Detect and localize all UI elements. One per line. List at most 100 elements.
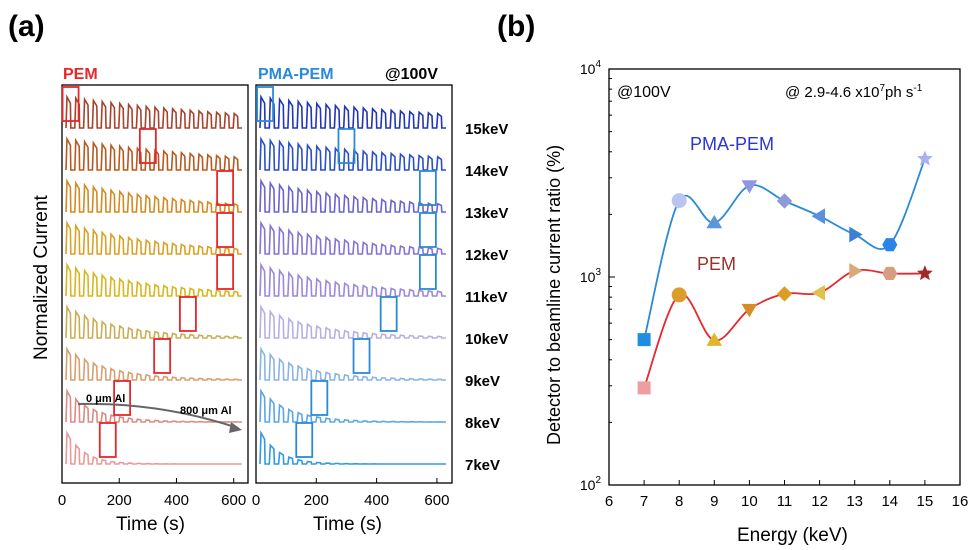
data-point [917,150,933,166]
x-tick-label: 400 [164,492,189,509]
panel-b-markers [637,150,933,395]
pma-pem-curve [643,158,926,340]
pem-marker-box [138,128,157,164]
energy-label: 9keV [465,373,500,390]
data-point [776,193,793,209]
energy-label: 11keV [465,289,508,306]
energy-label: 10keV [465,331,508,348]
x-tick-label: 16 [952,493,969,510]
energy-label: 12keV [465,247,508,264]
x-tick-label: 200 [304,492,329,509]
data-point [882,238,898,252]
pma-pem-trace [259,220,446,255]
pma-pem-trace [259,262,446,297]
pem-xlabel: Time (s) [116,514,185,535]
pem-trace [65,136,242,171]
data-point [706,332,723,346]
pma-pem-trace [259,178,446,213]
energy-label: 7keV [465,457,500,474]
pma-pem-marker-box [310,380,329,416]
pem-trace [65,178,242,213]
data-point [849,226,863,243]
pma-pem-marker-box [379,296,398,332]
x-tick-label: 13 [846,493,863,510]
pem-marker-box [216,170,235,206]
x-tick-label: 11 [777,493,793,510]
x-tick-label: 14 [881,493,898,510]
pma-pem-marker-box [352,338,371,374]
energy-label: 13keV [465,205,508,222]
panel-a-x-ticks: 0 200 400 600 0 200 400 600 [58,478,449,509]
energy-labels: 15keV 14keV 13keV 12keV 11keV 10keV 9keV 8keV 7k… [465,121,508,474]
al-thickness-arrow [77,402,239,429]
x-tick-label: 8 [675,493,683,510]
pem-marker-box [179,296,197,332]
x-tick-label: 400 [364,492,389,509]
pma-pem-plot-frame [255,84,453,484]
pma-pem-marker-box [256,86,274,122]
x-tick-label: 9 [710,493,718,510]
x-tick-label: 600 [221,492,246,509]
pem-trace [65,346,242,381]
voltage-label: @100V [385,66,438,83]
annotation-end: 800 μm Al [180,405,232,417]
x-tick-label: 10 [741,493,758,510]
pem-trace [65,388,242,423]
pma-pem-trace [259,94,446,129]
pem-trace [65,94,242,129]
panel-b-xlabel: Energy (keV) [737,525,848,545]
pem-plot-frame [61,84,249,484]
x-tick-label: 0 [58,492,66,509]
pem-trace [65,220,242,255]
energy-label: 15keV [465,121,508,138]
pem-trace [65,262,242,297]
pem-curve-label: PEM [697,254,736,274]
panel-b-plot-frame [608,68,961,486]
y-tick-label: 102 [580,475,602,493]
x-tick-label: 15 [917,493,934,510]
data-point [776,286,793,302]
x-tick-label: 6 [605,493,613,510]
pem-marker-box [98,422,117,458]
pem-marker-box [113,380,131,416]
panel-b-ylabel: Detector to beamline current ratio (%) [544,145,564,445]
data-point [706,214,723,229]
panel-b-label: (b) [497,10,535,43]
pma-pem-traces [259,94,446,465]
pem-trace [65,304,242,339]
x-tick-label: 200 [107,492,132,509]
pem-marker-box [216,212,235,248]
pem-marker-box [61,86,80,122]
pma-pem-marker-box [337,128,356,164]
panel-b-ticks: 6 7 8 9 10 11 12 13 14 15 16 102 103 104 [580,59,968,510]
pem-marker-box [216,254,235,290]
pma-pem-marker-box [418,212,437,248]
pma-pem-marker-box [418,170,437,206]
pma-pem-marker-box [418,254,437,290]
x-tick-label: 600 [424,492,449,509]
pma-pem-trace [259,346,446,381]
data-point [882,266,898,281]
pem-title: PEM [63,66,98,83]
pma-pem-trace [259,304,446,339]
x-tick-label: 7 [640,493,648,510]
pma-pem-marker-box [295,422,314,458]
data-point [811,284,825,301]
panel-b-flux: @ 2.9-4.6 x107ph s-1 [785,83,923,101]
pma-pem-trace [259,136,446,171]
data-point [917,265,933,281]
pem-traces [65,94,242,465]
data-point [849,263,863,279]
pma-pem-xlabel: Time (s) [313,514,382,535]
data-point [671,193,687,209]
y-tick-label: 103 [580,267,602,285]
al-thickness-arrowhead [229,422,242,433]
pma-pem-trace [259,388,446,423]
pma-pem-trace [259,430,446,465]
panel-a-ylabel: Normalized Current [31,195,52,360]
data-point [637,381,651,395]
pem-marker-boxes [61,86,235,458]
pem-trace [65,430,242,465]
data-point [637,333,651,347]
